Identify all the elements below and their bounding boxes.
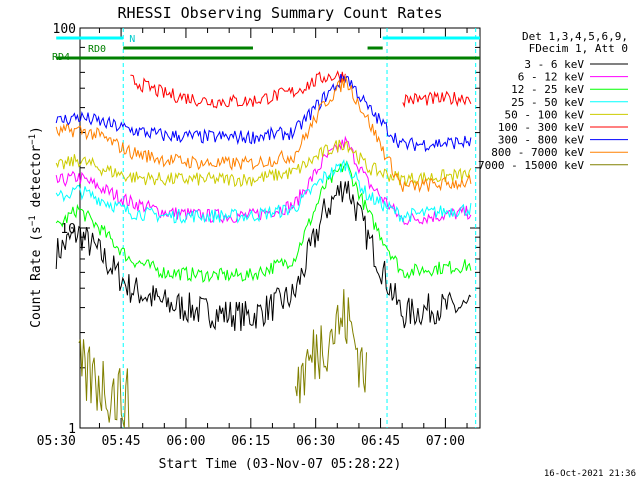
y-tick-label: 10 xyxy=(60,222,76,237)
x-axis-label: Start Time (03-Nov-07 05:28:22) xyxy=(159,457,402,472)
x-tick-label: 07:00 xyxy=(426,434,465,449)
x-tick-label: 06:30 xyxy=(296,434,335,449)
legend-header-line-1: Det 1,3,4,5,6,9, xyxy=(522,30,628,43)
series-line xyxy=(55,160,472,283)
state-bar-label: RD0 xyxy=(88,44,106,55)
legend-label: 50 - 100 keV xyxy=(505,108,585,121)
x-tick-label: 06:00 xyxy=(166,434,205,449)
series-line xyxy=(55,159,472,224)
legend-label: 25 - 50 keV xyxy=(511,96,584,109)
series-line xyxy=(55,73,472,153)
y-axis-label: Count Rate (s−1 detector−1) xyxy=(28,126,44,328)
state-bar-label: RD4 xyxy=(52,52,70,63)
legend-label: 6 - 12 keV xyxy=(518,71,585,84)
x-tick-label: 06:45 xyxy=(361,434,400,449)
x-tick-label: 06:15 xyxy=(231,434,270,449)
legend-label: 3 - 6 keV xyxy=(524,58,584,71)
chart-title: RHESSI Observing Summary Count Rates xyxy=(117,4,442,22)
series-line xyxy=(130,70,472,109)
y-tick-label: 1 xyxy=(68,422,76,437)
legend: Det 1,3,4,5,6,9, FDecim 1, Att 0 3 - 6 k… xyxy=(478,30,628,172)
y-tick-label: 100 xyxy=(53,22,76,37)
series-line xyxy=(55,180,472,332)
legend-label: 800 - 7000 keV xyxy=(491,146,584,159)
series-line xyxy=(55,74,472,193)
series-line xyxy=(55,139,472,188)
legend-label: 12 - 25 keV xyxy=(511,83,584,96)
legend-label: 7000 - 15000 keV xyxy=(478,159,584,172)
state-bar-label: N xyxy=(129,34,135,45)
series-line xyxy=(78,289,367,429)
legend-label: 100 - 300 keV xyxy=(498,121,584,134)
x-tick-label: 05:30 xyxy=(37,434,76,449)
legend-header-line-2: FDecim 1, Att 0 xyxy=(529,42,628,55)
legend-label: 300 - 800 keV xyxy=(498,134,584,147)
plot-area: 1 10 100 05:30 05:45 06:00 06:15 06:30 06:45 07:0… xyxy=(37,22,481,449)
timestamp: 16-Oct-2021 21:36 xyxy=(544,469,636,479)
x-tick-label: 05:45 xyxy=(102,434,141,449)
